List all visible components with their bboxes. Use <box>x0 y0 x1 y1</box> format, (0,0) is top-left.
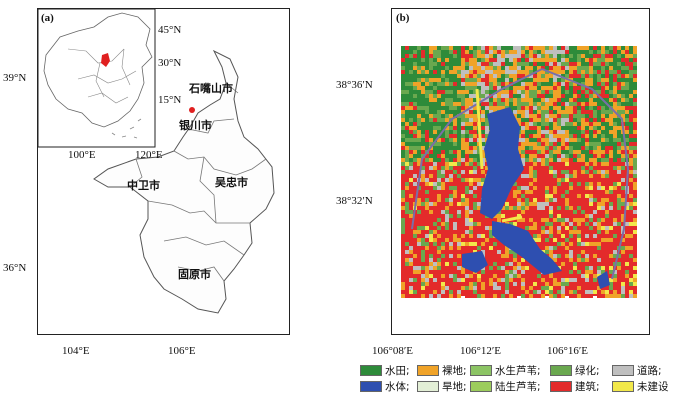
legend-swatch <box>417 365 439 376</box>
panel-a-ytick-36: 36°N <box>3 262 27 274</box>
legend-item: 未建设 <box>612 379 669 394</box>
legend-item: 陆生芦苇; <box>470 379 541 394</box>
city-wuzhong: 吴忠市 <box>215 176 248 189</box>
legend-item: 裸地; <box>417 363 467 378</box>
panel-b-xtick-1: 106°08′E <box>372 345 414 357</box>
legend-item: 道路; <box>612 363 662 378</box>
panel-b-landcover-map <box>391 8 650 335</box>
inset-lat-15: 15°N <box>158 94 182 106</box>
water-body <box>480 107 524 219</box>
legend-swatch <box>612 365 634 376</box>
city-yinchuan: 银川市 <box>179 119 212 132</box>
legend-swatch <box>550 365 572 376</box>
ring-road <box>411 68 630 280</box>
legend-swatch <box>360 365 382 376</box>
legend-swatch <box>550 381 572 392</box>
inset-lat-45: 45°N <box>158 24 182 36</box>
panel-b-label: (b) <box>396 12 410 24</box>
water-body <box>492 221 562 275</box>
panel-a-xtick-106: 106°E <box>168 345 196 357</box>
water-body <box>597 271 610 289</box>
panel-b-ytick-3832: 38°32′N <box>336 195 373 207</box>
panel-a-ytick-39: 39°N <box>3 72 27 84</box>
landcover-legend: 水田; 裸地; 水生芦苇; 绿化; 道路; 水体; 旱地; 陆生芦苇; 建筑; 未建设 <box>360 363 670 397</box>
legend-label: 陆生芦苇; <box>495 381 541 393</box>
legend-label: 建筑; <box>575 381 600 393</box>
city-guyuan: 固原市 <box>178 268 211 281</box>
inset-lon-100: 100°E <box>68 149 96 161</box>
legend-item: 水生芦苇; <box>470 363 541 378</box>
legend-swatch <box>612 381 634 392</box>
legend-label: 裸地; <box>442 365 467 377</box>
panel-b-xtick-3: 106°16′E <box>547 345 589 357</box>
ningxia-boundary <box>93 49 275 314</box>
china-outline <box>43 12 153 128</box>
panel-b-ytick-3836: 38°36′N <box>336 79 373 91</box>
legend-label: 旱地; <box>442 381 467 393</box>
landcover-raster <box>401 46 637 298</box>
inset-lon-120: 120°E <box>135 149 163 161</box>
legend-label: 未建设 <box>637 381 669 393</box>
city-shizuishan: 石嘴山市 <box>189 82 233 95</box>
legend-label: 绿化; <box>575 365 600 377</box>
legend-label: 道路; <box>637 365 662 377</box>
water-body <box>462 251 488 273</box>
legend-swatch <box>417 381 439 392</box>
legend-label: 水田; <box>385 365 410 377</box>
panel-a-label: (a) <box>41 12 54 24</box>
panel-a-xtick-104: 104°E <box>62 345 90 357</box>
legend-swatch <box>470 381 492 392</box>
legend-item: 旱地; <box>417 379 467 394</box>
legend-item: 建筑; <box>550 379 600 394</box>
legend-item: 水田; <box>360 363 410 378</box>
ningxia-in-inset <box>101 53 110 67</box>
legend-swatch <box>360 381 382 392</box>
legend-label: 水生芦苇; <box>495 365 541 377</box>
legend-swatch <box>470 365 492 376</box>
panel-b-xtick-2: 106°12′E <box>460 345 502 357</box>
inset-lat-30: 30°N <box>158 57 182 69</box>
legend-label: 水体; <box>385 381 410 393</box>
legend-item: 绿化; <box>550 363 600 378</box>
yinchuan-marker <box>189 107 195 113</box>
ningxia-map-svg <box>38 9 275 314</box>
panel-a-map <box>37 8 290 335</box>
city-zhongwei: 中卫市 <box>127 179 160 192</box>
legend-item: 水体; <box>360 379 410 394</box>
